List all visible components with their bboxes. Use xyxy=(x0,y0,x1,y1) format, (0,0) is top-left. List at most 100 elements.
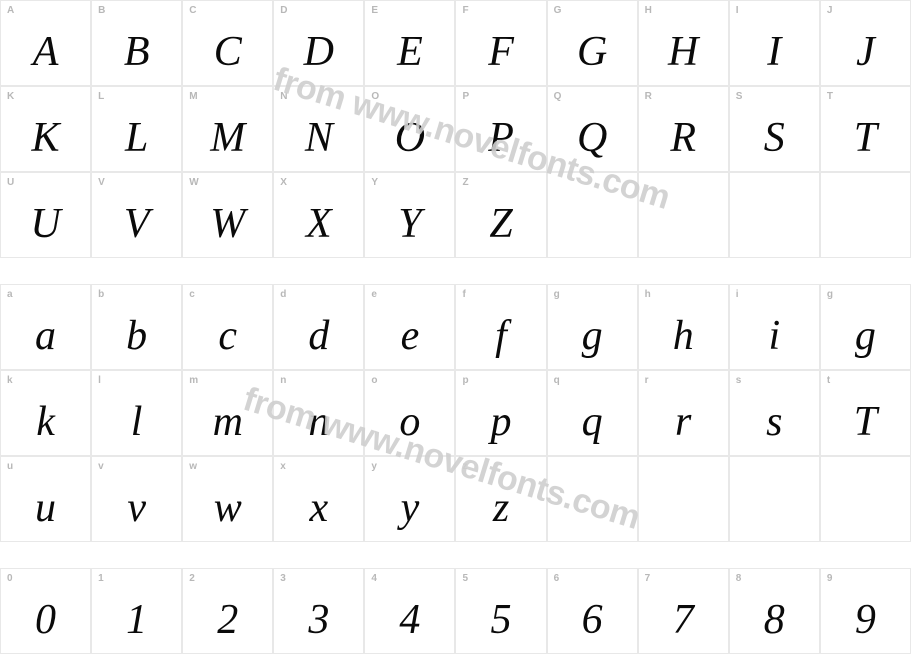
cell-glyph: m xyxy=(213,401,243,443)
cell-label: m xyxy=(189,375,198,386)
cell-label: f xyxy=(462,289,465,300)
cell-glyph: H xyxy=(668,31,698,73)
cell-label: k xyxy=(7,375,13,386)
glyph-cell: 22 xyxy=(182,568,273,654)
cell-glyph: l xyxy=(131,401,143,443)
glyph-cell: zz xyxy=(455,456,546,542)
cell-glyph: n xyxy=(308,401,329,443)
cell-label: 4 xyxy=(371,573,377,584)
cell-label: b xyxy=(98,289,104,300)
glyph-cell: xx xyxy=(273,456,364,542)
glyph-cell: HH xyxy=(638,0,729,86)
glyph-cell: 88 xyxy=(729,568,820,654)
glyph-cell: EE xyxy=(364,0,455,86)
glyph-cell: AA xyxy=(0,0,91,86)
cell-label: s xyxy=(736,375,742,386)
cell-glyph: w xyxy=(214,487,242,529)
cell-label: D xyxy=(280,5,287,16)
cell-glyph: a xyxy=(35,315,56,357)
cell-label: G xyxy=(554,5,562,16)
cell-glyph: B xyxy=(124,31,150,73)
glyph-cell: FF xyxy=(455,0,546,86)
glyph-cell: YY xyxy=(364,172,455,258)
glyph-cell: CC xyxy=(182,0,273,86)
glyph-cell: WW xyxy=(182,172,273,258)
grid-row: aabbccddeeffgghhiigg xyxy=(0,284,911,370)
glyph-cell: cc xyxy=(182,284,273,370)
glyph-cell xyxy=(638,172,729,258)
cell-label: T xyxy=(827,91,833,102)
glyph-cell: KK xyxy=(0,86,91,172)
cell-label: p xyxy=(462,375,468,386)
grid-section: AABBCCDDEEFFGGHHIIJJKKLLMMNNOOPPQQRRSSTT… xyxy=(0,0,911,258)
glyph-cell: XX xyxy=(273,172,364,258)
cell-glyph: g xyxy=(855,315,876,357)
glyph-cell: 00 xyxy=(0,568,91,654)
cell-label: X xyxy=(280,177,287,188)
cell-glyph: 0 xyxy=(35,599,56,641)
glyph-cell: 33 xyxy=(273,568,364,654)
glyph-cell: VV xyxy=(91,172,182,258)
grid-row: UUVVWWXXYYZZ xyxy=(0,172,911,258)
glyph-cell xyxy=(547,456,638,542)
cell-glyph: F xyxy=(488,31,514,73)
cell-glyph: Y xyxy=(398,203,421,245)
cell-glyph: h xyxy=(673,315,694,357)
cell-glyph: J xyxy=(856,31,875,73)
cell-glyph: p xyxy=(491,401,512,443)
cell-label: R xyxy=(645,91,652,102)
glyph-cell xyxy=(638,456,729,542)
cell-glyph: d xyxy=(308,315,329,357)
glyph-cell: gg xyxy=(820,284,911,370)
glyph-cell: LL xyxy=(91,86,182,172)
glyph-cell: dd xyxy=(273,284,364,370)
glyph-cell: 44 xyxy=(364,568,455,654)
glyph-cell: uu xyxy=(0,456,91,542)
cell-label: 6 xyxy=(554,573,560,584)
cell-glyph: z xyxy=(493,487,509,529)
glyph-cell: ss xyxy=(729,370,820,456)
cell-label: a xyxy=(7,289,13,300)
cell-label: c xyxy=(189,289,195,300)
cell-glyph: D xyxy=(304,31,334,73)
cell-label: V xyxy=(98,177,105,188)
cell-glyph: 7 xyxy=(673,599,694,641)
cell-label: 5 xyxy=(462,573,468,584)
glyph-cell: nn xyxy=(273,370,364,456)
cell-glyph: y xyxy=(401,487,420,529)
cell-label: y xyxy=(371,461,377,472)
cell-glyph: o xyxy=(399,401,420,443)
cell-label: H xyxy=(645,5,652,16)
cell-glyph: O xyxy=(395,117,425,159)
cell-glyph: q xyxy=(582,401,603,443)
cell-label: d xyxy=(280,289,286,300)
cell-glyph: s xyxy=(766,401,782,443)
glyph-cell: II xyxy=(729,0,820,86)
glyph-cell xyxy=(729,456,820,542)
cell-label: w xyxy=(189,461,197,472)
cell-glyph: I xyxy=(767,31,781,73)
cell-label: C xyxy=(189,5,196,16)
glyph-cell: QQ xyxy=(547,86,638,172)
cell-label: t xyxy=(827,375,830,386)
glyph-cell: ee xyxy=(364,284,455,370)
cell-label: 7 xyxy=(645,573,651,584)
glyph-cell: UU xyxy=(0,172,91,258)
glyph-cell: rr xyxy=(638,370,729,456)
cell-glyph: P xyxy=(488,117,514,159)
cell-label: S xyxy=(736,91,743,102)
glyph-cell: RR xyxy=(638,86,729,172)
cell-glyph: K xyxy=(32,117,60,159)
glyph-cell: MM xyxy=(182,86,273,172)
cell-label: L xyxy=(98,91,104,102)
cell-label: Q xyxy=(554,91,562,102)
grid-row: uuvvwwxxyyzz xyxy=(0,456,911,542)
cell-label: v xyxy=(98,461,104,472)
cell-glyph: X xyxy=(306,203,332,245)
cell-glyph: S xyxy=(764,117,785,159)
cell-glyph: Q xyxy=(577,117,607,159)
cell-label: W xyxy=(189,177,198,188)
cell-label: Y xyxy=(371,177,378,188)
cell-label: n xyxy=(280,375,286,386)
cell-label: g xyxy=(554,289,560,300)
